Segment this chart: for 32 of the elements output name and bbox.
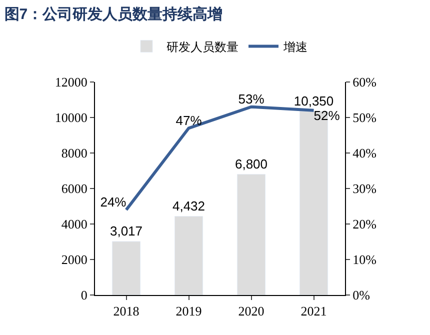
- chart-title: 图7：公司研发人员数量持续高增: [4, 4, 223, 23]
- legend-label: 增速: [282, 40, 308, 54]
- data-label: 24%: [100, 194, 127, 210]
- y2-tick-label: 0%: [352, 288, 370, 303]
- data-label: 10,350: [294, 93, 334, 108]
- y-tick-label: 8000: [61, 146, 88, 161]
- data-label: 52%: [314, 108, 340, 124]
- data-label: 3,017: [110, 223, 143, 238]
- y2-tick-label: 50%: [352, 110, 377, 126]
- x-tick-label: 2020: [238, 304, 264, 319]
- bar: [174, 216, 204, 295]
- data-label: 47%: [176, 112, 202, 128]
- x-tick-label: 2019: [176, 304, 202, 319]
- bar: [112, 241, 141, 295]
- y-tick-label: 2000: [61, 252, 88, 268]
- x-tick-label: 2021: [300, 304, 327, 319]
- x-tick-label: 2018: [113, 304, 140, 319]
- y-tick-label: 4000: [61, 216, 88, 232]
- y2-tick-label: 20%: [352, 216, 377, 232]
- y-tick-label: 6000: [61, 181, 88, 196]
- y2-tick-label: 10%: [352, 252, 377, 268]
- data-label: 6,800: [234, 156, 268, 172]
- y-tick-label: 12000: [54, 74, 88, 90]
- y2-tick-label: 30%: [352, 181, 377, 196]
- bar: [236, 174, 266, 295]
- data-label: 53%: [238, 92, 265, 107]
- data-label: 4,432: [172, 198, 206, 214]
- legend-label: 研发人员数量: [166, 40, 238, 54]
- y-tick-label: 0: [80, 288, 88, 303]
- y2-tick-label: 40%: [352, 146, 377, 161]
- y-tick-label: 10000: [54, 110, 88, 126]
- y2-tick-label: 60%: [352, 74, 377, 90]
